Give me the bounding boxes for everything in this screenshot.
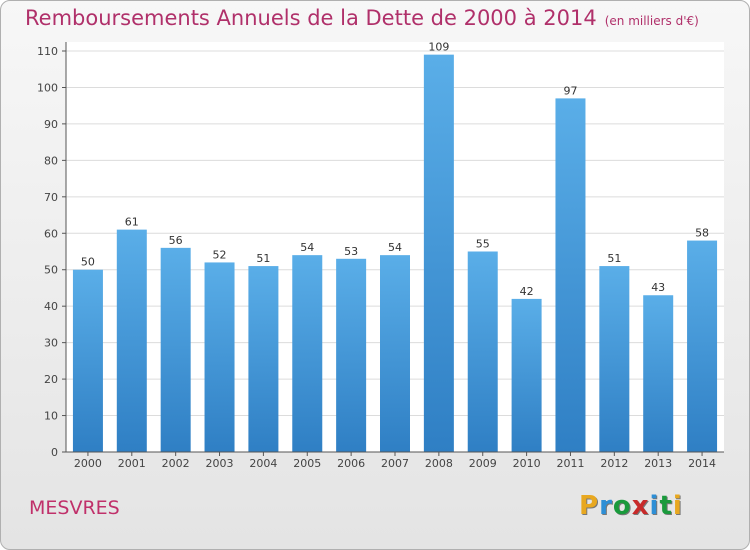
value-labels: 50 61 56 52 51 54 53 54 109 55 42 97 51 43 58 — [81, 41, 709, 298]
bar — [204, 262, 235, 452]
bar-value-label: 51 — [256, 252, 270, 265]
x-tick-label: 2014 — [688, 457, 716, 470]
y-tick-label: 20 — [44, 373, 58, 386]
y-tick-label: 110 — [37, 45, 58, 58]
bar — [248, 266, 279, 452]
logo-letter: i — [672, 491, 683, 521]
x-tick-label: 2011 — [556, 457, 584, 470]
bar-value-label: 97 — [563, 84, 577, 97]
x-tick-label: 2004 — [249, 457, 277, 470]
bar — [555, 98, 586, 453]
y-tick-label: 30 — [44, 337, 58, 350]
bar-value-label: 50 — [81, 256, 95, 269]
y-tick-label: 10 — [44, 410, 58, 423]
bar — [160, 247, 191, 452]
chart-title: Remboursements Annuels de la Dette de 20… — [25, 6, 699, 30]
bars — [72, 54, 718, 453]
x-tick-label: 2012 — [600, 457, 628, 470]
bar — [643, 295, 674, 452]
logo-letter: i — [649, 491, 660, 521]
y-tick-label: 70 — [44, 191, 58, 204]
bar-value-label: 52 — [213, 248, 227, 261]
logo-letter: x — [631, 491, 650, 521]
bar — [336, 258, 367, 452]
bar — [292, 255, 323, 452]
bar-value-label: 58 — [695, 227, 709, 240]
chart-unit-text: (en milliers d'€) — [604, 14, 699, 28]
bar — [116, 229, 147, 452]
bar-value-label: 54 — [388, 241, 402, 254]
logo-letter: P — [579, 491, 600, 521]
bar-value-label: 43 — [651, 281, 665, 294]
x-tick-label: 2006 — [337, 457, 365, 470]
bar-value-label: 55 — [476, 238, 490, 251]
y-tick-label: 60 — [44, 227, 58, 240]
bar-value-label: 51 — [607, 252, 621, 265]
x-tick-label: 2013 — [644, 457, 672, 470]
logo-letter: o — [612, 491, 632, 521]
x-tick-label: 2001 — [118, 457, 146, 470]
x-tick-label: 2003 — [206, 457, 234, 470]
x-tick-labels: 2000 2001 2002 2003 2004 2005 2006 2007 2008 2009… — [74, 452, 716, 470]
bar — [599, 266, 630, 452]
bar-value-label: 53 — [344, 245, 358, 258]
y-tick-label: 90 — [44, 118, 58, 131]
y-tick-label: 40 — [44, 300, 58, 313]
x-tick-label: 2008 — [425, 457, 453, 470]
proxiti-logo: Proxiti — [579, 491, 683, 521]
logo-letter: r — [599, 491, 613, 521]
x-tick-label: 2009 — [469, 457, 497, 470]
x-tick-label: 2002 — [162, 457, 190, 470]
bar-value-label: 54 — [300, 241, 314, 254]
bar-value-label: 61 — [125, 216, 139, 229]
x-tick-label: 2005 — [293, 457, 321, 470]
bar — [423, 54, 454, 453]
bar — [467, 251, 498, 452]
bar-value-label: 56 — [169, 234, 183, 247]
logo-letter: t — [659, 491, 673, 521]
x-tick-label: 2007 — [381, 457, 409, 470]
bar — [72, 269, 103, 452]
commune-name: MESVRES — [29, 497, 120, 519]
y-tick-label: 50 — [44, 264, 58, 277]
bar-value-label: 42 — [520, 285, 534, 298]
bar — [511, 298, 542, 452]
chart-title-text: Remboursements Annuels de la Dette de 20… — [25, 6, 597, 30]
bar — [380, 255, 410, 452]
y-tick-label: 80 — [44, 154, 58, 167]
x-tick-label: 2010 — [513, 457, 541, 470]
y-tick-label: 100 — [37, 81, 58, 94]
y-tick-labels: 0 10 20 30 40 50 60 70 80 90 100 110 — [37, 45, 66, 459]
x-tick-label: 2000 — [74, 457, 102, 470]
bar-value-label: 109 — [428, 41, 449, 54]
bar — [687, 240, 718, 452]
y-tick-label: 0 — [51, 446, 58, 459]
